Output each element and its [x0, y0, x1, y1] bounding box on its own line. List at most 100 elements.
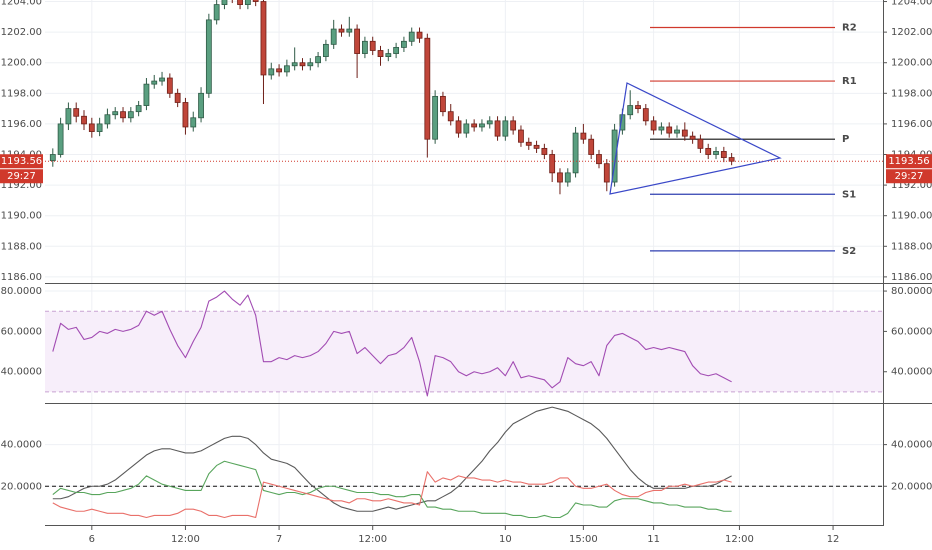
rsi-pane	[45, 290, 883, 397]
dmi-pane	[45, 406, 883, 519]
candle-body	[81, 115, 87, 125]
candle-body	[455, 120, 462, 134]
y-tick-label: 80.0000	[891, 286, 932, 297]
last-price-label: 1193.56	[1, 156, 42, 167]
candle-body	[283, 65, 290, 73]
y-tick-label: 40.0000	[891, 367, 932, 378]
candle-body	[330, 28, 337, 45]
y-tick-label: 60.0000	[891, 326, 932, 337]
candle-body	[244, 0, 251, 5]
candle-body	[299, 62, 306, 67]
y-tick-label: 40.0000	[1, 440, 42, 451]
pivot-label: R2	[842, 23, 857, 34]
y-tick-label: 1202.00	[891, 27, 932, 38]
candle-body	[596, 154, 602, 165]
candle-body	[681, 129, 688, 137]
candle-body	[377, 50, 384, 57]
candle-body	[307, 62, 314, 67]
y-tick-label: 1186.00	[1, 272, 42, 283]
candle-body	[322, 43, 329, 58]
candle-body	[166, 77, 173, 94]
pivot-label: S2	[842, 246, 856, 257]
indicator-line	[52, 290, 732, 397]
candle-body	[408, 31, 415, 42]
x-tick-label: 11	[647, 534, 660, 545]
candle-body	[510, 120, 517, 131]
candle-body	[88, 123, 95, 132]
x-tick-label: 7	[276, 534, 282, 545]
candle-body	[471, 123, 478, 128]
candle-body	[393, 47, 400, 54]
y-tick-label: 1204.00	[891, 0, 932, 8]
candle-body	[96, 123, 103, 132]
candle-body	[190, 117, 197, 128]
candle-body	[401, 40, 407, 48]
candle-body	[252, 0, 259, 2]
candle-body	[518, 129, 524, 143]
candle-body	[49, 154, 56, 162]
y-tick-label: 1196.00	[1, 119, 42, 130]
candle-body	[159, 77, 165, 82]
candle-body	[728, 157, 735, 162]
x-tick-label: 6	[89, 534, 95, 545]
candle-body	[541, 147, 548, 155]
candle-body	[338, 28, 345, 33]
candle-body	[705, 147, 712, 155]
candle-body	[580, 132, 587, 140]
indicator-line	[52, 471, 732, 519]
last-price-box	[0, 154, 43, 169]
candle-body	[494, 120, 501, 137]
candle-body	[291, 62, 298, 67]
candle-body	[502, 120, 509, 137]
y-tick-label: 1202.00	[1, 27, 42, 38]
candle-body	[627, 105, 634, 116]
y-tick-label: 1200.00	[1, 58, 42, 69]
candle-body	[112, 111, 119, 116]
candle-body	[635, 105, 641, 110]
candle-body	[346, 28, 353, 33]
candle-body	[182, 102, 189, 128]
candle-body	[151, 80, 158, 85]
indicator-line	[52, 406, 732, 512]
candle-body	[385, 53, 392, 57]
candle-body	[57, 123, 64, 155]
candle-body	[127, 111, 134, 119]
candle-body	[315, 56, 321, 64]
y-tick-label: 60.0000	[1, 326, 42, 337]
y-tick-label: 1192.00	[1, 180, 42, 191]
y-tick-label: 1198.00	[1, 88, 42, 99]
candle-body	[268, 68, 275, 76]
candle-body	[120, 111, 126, 119]
countdown-label: 29:27	[7, 171, 36, 182]
x-tick-label: 12:00	[171, 534, 200, 545]
y-tick-label: 1190.00	[1, 211, 42, 222]
candle-body	[463, 123, 470, 134]
candle-body	[486, 120, 493, 125]
x-tick-label: 12	[827, 534, 840, 545]
countdown-box	[0, 169, 43, 184]
candle-body	[689, 135, 696, 140]
candle-body	[564, 172, 571, 183]
candle-body	[611, 129, 618, 183]
y-tick-label: 20.0000	[1, 481, 42, 492]
x-tick-label: 12:00	[725, 534, 754, 545]
y-tick-label: 20.0000	[891, 481, 932, 492]
candle-body	[479, 123, 485, 128]
candle-body	[354, 28, 361, 54]
candle-body	[549, 154, 556, 174]
price-pane	[45, 0, 883, 252]
y-tick-label: 1186.00	[891, 272, 932, 283]
y-tick-label: 1190.00	[891, 211, 932, 222]
candle-body	[174, 92, 181, 103]
candle-body	[276, 68, 282, 73]
candle-body	[674, 129, 680, 134]
pivot-label: S1	[842, 189, 856, 200]
candle-body	[213, 4, 220, 21]
candle-body	[697, 138, 704, 149]
candle-body	[135, 105, 142, 113]
candle-body	[642, 108, 649, 122]
x-tick-label: 10	[499, 534, 512, 545]
candle-body	[658, 126, 665, 131]
